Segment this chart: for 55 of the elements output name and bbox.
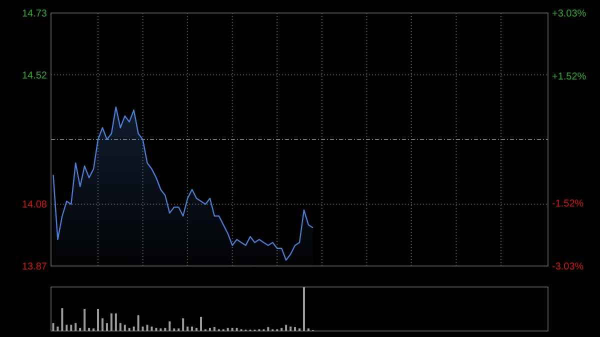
bar [208,328,211,331]
y2-tick-label: +3.03% [552,8,586,20]
bar [307,328,310,331]
bar [236,328,238,331]
bar [196,328,198,331]
bar [66,324,68,331]
bar [285,324,288,331]
bar [182,318,184,331]
bar [231,328,234,331]
bar [164,328,166,331]
bar [56,326,59,331]
bar [52,323,54,331]
bar [168,321,171,331]
bar [302,287,305,331]
bar [119,323,122,331]
bar [70,324,72,331]
bar [178,328,180,331]
bar [155,328,158,331]
bar [146,324,148,331]
bar [280,328,283,331]
bar [84,309,86,331]
y2-tick-label: -1.52% [552,198,584,210]
y2-tick-label: +1.52% [552,72,586,83]
bar [200,316,202,331]
y-tick-label: 14.52 [22,70,48,82]
bar [137,315,140,331]
bar [290,326,292,331]
bar [74,323,77,331]
bar [298,328,301,331]
bar [92,328,95,331]
bar [173,328,176,331]
bar [186,326,189,331]
bar [106,323,108,331]
bar [101,318,104,331]
bar [294,327,296,331]
bar [142,326,144,331]
bar [110,313,112,331]
bar [114,313,117,331]
y-tick-label: 14.73 [22,8,48,20]
bar [191,326,194,331]
bar [132,326,135,331]
bar [124,324,126,331]
bar [88,328,90,331]
bar [79,328,82,331]
bar [150,326,153,331]
bar [61,308,64,331]
bar [226,328,229,331]
y-tick-label: 13.87 [22,262,48,272]
y-tick-label: 14.08 [22,200,48,211]
y2-tick-label: -3.03% [552,262,584,272]
bar [213,327,216,331]
bar [97,309,100,331]
bar [267,327,270,331]
bar [160,328,162,331]
bar [128,328,130,331]
